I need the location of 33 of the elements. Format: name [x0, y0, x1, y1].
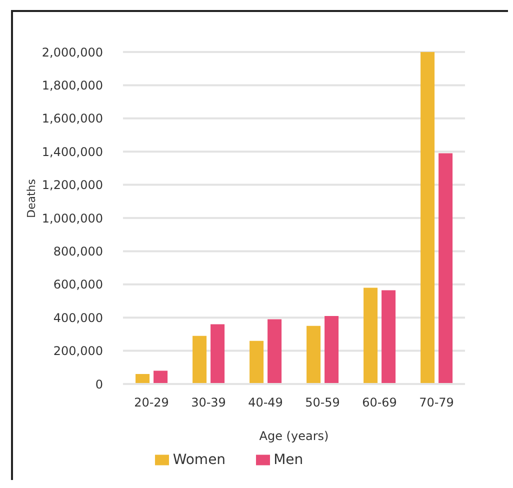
y-tick-label: 400,000	[53, 310, 103, 325]
y-tick-label: 600,000	[53, 278, 103, 292]
y-tick-label: 1,200,000	[42, 178, 103, 192]
bar	[268, 319, 282, 384]
legend-label: Women	[172, 452, 226, 468]
x-tick-label: 60-69	[362, 396, 397, 410]
bar	[306, 326, 321, 384]
y-tick-label: 1,800,000	[42, 78, 103, 92]
y-tick-label: 1,400,000	[42, 144, 103, 159]
bar	[382, 290, 396, 384]
y-tick-label: 800,000	[53, 244, 103, 258]
x-tick-label: 70-79	[419, 396, 454, 410]
x-tick-label: 50-59	[305, 396, 340, 410]
x-tick-label: 40-49	[248, 396, 283, 410]
bar	[210, 324, 225, 384]
y-tick-label: 1,600,000	[42, 112, 103, 126]
x-tick-label: 20-29	[134, 396, 169, 410]
y-tick-label: 2,000,000	[42, 45, 103, 60]
legend-label: Men	[274, 452, 304, 468]
y-tick-label: 1,000,000	[42, 211, 103, 226]
bar	[324, 316, 339, 384]
bar	[136, 374, 150, 384]
y-tick-label: 0	[95, 377, 103, 392]
bar	[438, 153, 453, 384]
bar	[364, 288, 378, 384]
x-axis-title: Age (years)	[259, 429, 329, 443]
bar	[192, 336, 207, 384]
y-tick-label: 200,000	[53, 344, 103, 358]
bar	[250, 340, 264, 384]
bar	[154, 370, 168, 384]
bar	[420, 52, 435, 384]
y-axis-title: Deaths	[24, 178, 38, 218]
x-tick-label: 30-39	[191, 396, 226, 410]
